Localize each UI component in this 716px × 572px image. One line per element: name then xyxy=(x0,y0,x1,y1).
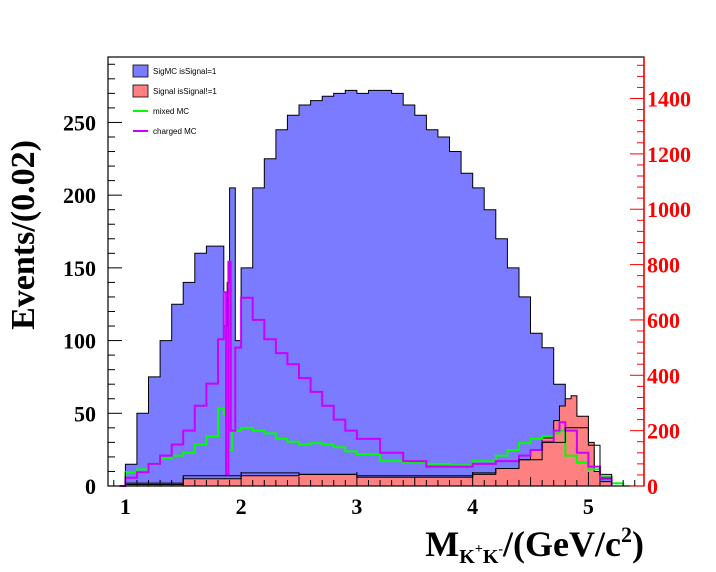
legend-label-signal-issignal-1: Signal isSignal!=1 xyxy=(153,87,217,96)
right-tick-label: 800 xyxy=(647,253,680,278)
right-tick-label: 600 xyxy=(647,308,680,333)
right-tick-label: 0 xyxy=(647,474,658,499)
right-tick-label: 400 xyxy=(647,363,680,388)
left-axis: 0 50 100 150 200 250 xyxy=(63,63,122,499)
x-tick-label: 4 xyxy=(467,494,478,519)
legend-label-sigmc-issignal-1: SigMC isSignal=1 xyxy=(153,67,217,76)
right-tick-label: 1200 xyxy=(647,142,691,167)
left-tick-label: 0 xyxy=(85,474,96,499)
right-tick-label: 200 xyxy=(647,419,680,444)
series-sigmc-issignal-1 xyxy=(119,89,613,487)
right-axis: 0 200 400 600 800 1000 1200 1400 xyxy=(630,57,691,499)
x-tick-label: 5 xyxy=(583,494,594,519)
series-mixed-mc-line xyxy=(119,407,625,487)
series-baseline-line xyxy=(119,427,613,487)
left-tick-label: 100 xyxy=(63,329,96,354)
series-charged-mc-line xyxy=(119,260,613,487)
x-tick-label: 1 xyxy=(120,494,131,519)
left-tick-label: 150 xyxy=(63,256,96,281)
legend-label-charged-mc: charged MC xyxy=(153,127,197,136)
right-tick-label: 1000 xyxy=(647,197,691,222)
left-tick-label: 250 xyxy=(63,110,96,135)
legend-swatch-sigmc-issignal-1 xyxy=(132,64,149,78)
series-layer xyxy=(119,89,625,487)
x-tick-label: 2 xyxy=(236,494,247,519)
left-tick-label: 50 xyxy=(74,401,96,426)
y-axis-title: Events/(0.02) xyxy=(5,140,42,330)
x-axis-title: MK+K-/(GeV/c2) xyxy=(425,522,644,568)
legend-label-mixed-mc: mixed MC xyxy=(153,107,189,116)
x-axis: 1 2 3 4 5 xyxy=(113,472,636,519)
legend: SigMC isSignal=1 Signal isSignal!=1 mixed … xyxy=(132,64,217,136)
legend-swatch-signal-issignal-1 xyxy=(132,84,149,98)
right-tick-label: 1400 xyxy=(647,87,691,112)
left-tick-label: 200 xyxy=(63,183,96,208)
x-tick-label: 3 xyxy=(351,494,362,519)
